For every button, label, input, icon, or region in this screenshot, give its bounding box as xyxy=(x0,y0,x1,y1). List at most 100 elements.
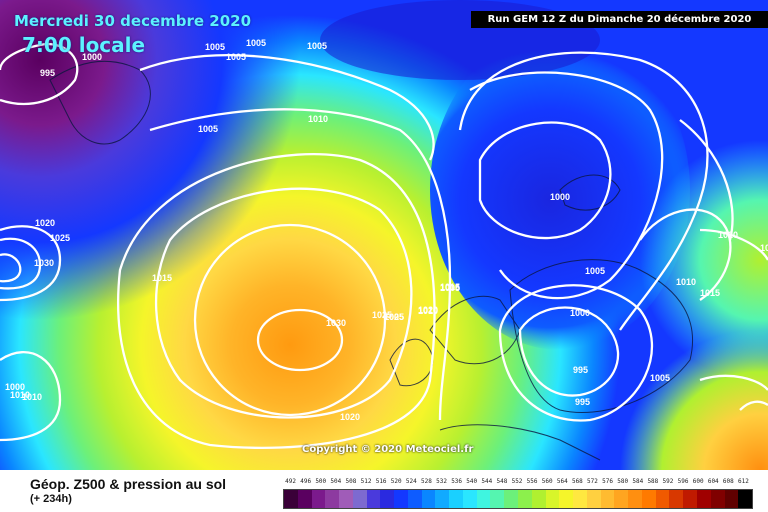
isobar-label: 1005 xyxy=(198,124,218,134)
scale-swatch xyxy=(284,490,298,508)
scale-swatch xyxy=(325,490,340,508)
isobar-label: 1005 xyxy=(246,38,266,48)
isobar-label: 1005 xyxy=(226,52,246,62)
scale-tick-label: 604 xyxy=(707,478,719,485)
scale-swatch xyxy=(628,490,642,508)
east-isobar-1015 xyxy=(679,119,734,241)
scale-swatch xyxy=(573,490,587,508)
isobar-label: 1005 xyxy=(205,42,225,52)
isobar-label: 1000 xyxy=(82,52,102,62)
scale-swatch xyxy=(531,490,546,508)
scale-tick-label: 524 xyxy=(405,478,417,485)
south-low-isobar xyxy=(518,306,620,397)
scale-tick-label: 576 xyxy=(602,478,613,485)
scale-tick-label: 520 xyxy=(390,478,402,485)
scale-swatch xyxy=(504,490,519,508)
scale-tick-label: 584 xyxy=(632,478,644,485)
scale-tick-label: 572 xyxy=(587,478,598,485)
isobar-label: 1010 xyxy=(22,392,42,402)
run-info-box: Run GEM 12 Z du Dimanche 20 décembre 202… xyxy=(471,11,768,28)
southwest-isobar xyxy=(0,351,62,442)
scale-tick-label: 512 xyxy=(360,478,372,485)
scale-tick-label: 564 xyxy=(556,478,568,485)
isobar-1020 xyxy=(154,187,413,419)
isobar-label: 995 xyxy=(40,68,55,78)
scale-swatch xyxy=(490,490,505,508)
geopotential-map xyxy=(0,0,768,470)
scale-tick-label: 508 xyxy=(345,478,357,485)
isobar-label: 1020 xyxy=(418,305,438,315)
scale-tick-label: 596 xyxy=(677,478,689,485)
scale-swatch xyxy=(449,490,463,508)
south-low-isobar-2 xyxy=(498,284,653,422)
scale-swatch xyxy=(476,490,491,508)
isobar-1005 xyxy=(139,54,435,161)
scale-tick-label: 492 xyxy=(285,478,296,485)
scale-tick-label: 588 xyxy=(647,478,659,485)
scale-swatch xyxy=(600,490,615,508)
scale-swatch xyxy=(724,490,739,508)
scale-swatch xyxy=(738,490,753,508)
east-isobar-1010 xyxy=(639,208,732,301)
isobar-1015 xyxy=(116,153,436,449)
scale-swatch xyxy=(297,490,312,508)
valid-date: Mercredi 30 decembre 2020 xyxy=(14,12,252,30)
scale-swatch xyxy=(641,490,656,508)
scale-swatch xyxy=(421,490,436,508)
isobar-label: 1010 xyxy=(308,114,328,124)
scale-tick-label: 500 xyxy=(315,478,327,485)
isobar-labels: 9951000100510051005100510101005102010251… xyxy=(5,38,768,422)
scale-swatch xyxy=(394,490,408,508)
isobar-label: 1005 xyxy=(384,312,404,322)
southeast-isobar-2 xyxy=(739,400,768,411)
west-isobar-1030 xyxy=(0,253,22,283)
scale-swatch xyxy=(518,490,532,508)
polar-isobar xyxy=(0,42,79,106)
scale-swatch xyxy=(380,490,395,508)
isobar-label: 1015 xyxy=(440,282,460,292)
southeast-isobar xyxy=(699,374,768,391)
scale-swatch xyxy=(462,490,477,508)
scale-swatch xyxy=(435,490,450,508)
scale-swatch xyxy=(407,490,422,508)
scale-swatch xyxy=(655,490,670,508)
scale-tick-label: 540 xyxy=(466,478,478,485)
scale-tick-label: 532 xyxy=(436,478,447,485)
scale-tick-label: 496 xyxy=(300,478,312,485)
scale-swatch xyxy=(696,490,711,508)
scale-tick-label: 528 xyxy=(420,478,432,485)
isobar-1010 xyxy=(149,108,452,421)
scale-tick-label: 516 xyxy=(375,478,387,485)
color-scale-labels: 492 496 500 504 508 512 516 520 524 528 532 536 540 5… xyxy=(283,478,751,488)
scale-swatch xyxy=(366,490,381,508)
isobar-label: 1005 xyxy=(307,41,327,51)
isobar-label: 1015 xyxy=(152,273,172,283)
scale-tick-label: 612 xyxy=(738,478,749,485)
isobar-label: 1005 xyxy=(585,266,605,276)
isobar-label: 995 xyxy=(575,397,590,407)
isobar-label: 1000 xyxy=(550,192,570,202)
scale-swatch xyxy=(669,490,684,508)
high-center-isobar xyxy=(256,308,344,372)
scale-tick-label: 504 xyxy=(330,478,342,485)
isobar-label: 1025 xyxy=(50,233,70,243)
isobar-label: 1010 xyxy=(10,390,30,400)
isobar-label: 1000 xyxy=(5,382,25,392)
isobar-label: 1005 xyxy=(650,373,670,383)
scale-tick-label: 580 xyxy=(617,478,629,485)
scale-tick-label: 592 xyxy=(662,478,674,485)
scale-tick-label: 536 xyxy=(451,478,463,485)
scale-tick-label: 552 xyxy=(511,478,523,485)
low-isobar-1000 xyxy=(478,121,612,240)
scale-swatch xyxy=(614,490,629,508)
local-time: 7:00 locale xyxy=(22,33,146,57)
scale-swatch xyxy=(710,490,725,508)
scale-tick-label: 568 xyxy=(571,478,583,485)
scale-swatch xyxy=(545,490,560,508)
isobar-label: 1025 xyxy=(384,312,404,322)
scale-swatch xyxy=(352,490,367,508)
west-isobar-1025 xyxy=(0,237,42,290)
scale-swatch xyxy=(311,490,326,508)
scale-swatch xyxy=(586,490,601,508)
